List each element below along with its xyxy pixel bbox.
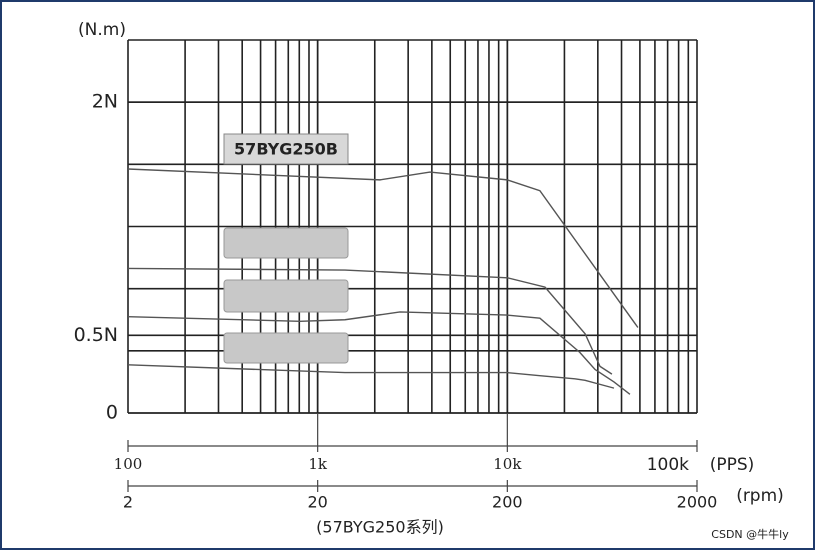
x2-tick-label: 2000 (677, 493, 718, 512)
x-tick-label: 100k (647, 455, 689, 475)
curve-label-box (223, 133, 349, 165)
y-axis-label: (N.m) (78, 20, 126, 40)
torque-curve (127, 168, 639, 328)
x2-tick-label: 2 (123, 493, 133, 512)
watermark: CSDN @牛牛ly (711, 527, 789, 541)
blurred-label (223, 227, 349, 259)
x2-axis-label: (rpm) (736, 486, 784, 506)
x-tick-label: 10k (493, 455, 522, 473)
torque-curve (127, 311, 631, 395)
y-tick-label: 0.5N (74, 324, 118, 346)
torque-curve (127, 267, 613, 375)
blurred-label (223, 332, 349, 364)
caption: (57BYG250系列) (316, 518, 444, 537)
x2-tick-label: 20 (307, 493, 327, 512)
x-tick-label: 1k (308, 455, 328, 473)
y-tick-label: 2N (92, 91, 118, 113)
torque-curve (127, 364, 615, 389)
x2-tick-label: 200 (492, 493, 523, 512)
blurred-label (223, 279, 349, 313)
x-tick-label: 100 (114, 455, 143, 473)
x-axis-label: (PPS) (710, 455, 755, 475)
curve-label: 57BYG250B (234, 140, 338, 159)
y-tick-label: 0 (106, 402, 118, 424)
